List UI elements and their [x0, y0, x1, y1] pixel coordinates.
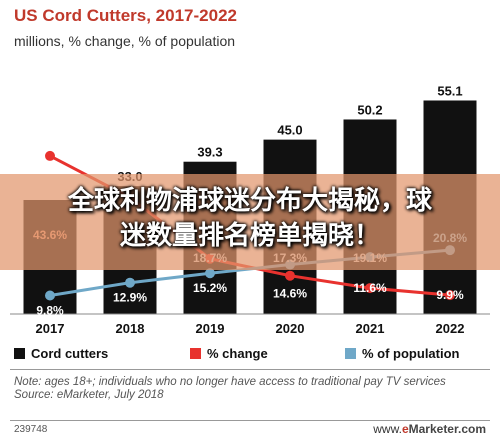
label-pct-change-2020: 14.6% [273, 287, 307, 301]
label-pct-change-2022: 9.9% [436, 288, 464, 302]
legend-pct-population: % of population [345, 346, 459, 361]
overlay-headline-line1: 全球利物浦球迷分布大揭秘，球 [67, 186, 432, 216]
point-pct-change-2017 [45, 150, 55, 161]
source-text: Source: eMarketer, July 2018 [14, 389, 164, 401]
point-pct-change-2020 [285, 270, 295, 281]
bar-label-2019: 39.3 [197, 145, 222, 160]
label-pct-change-2021: 11.6% [353, 281, 387, 295]
label-pct-population-2019: 15.2% [193, 281, 227, 295]
bar-label-2020: 45.0 [277, 123, 302, 138]
x-tick-label-2020: 2020 [276, 321, 305, 336]
chart-plot: 33.039.345.050.255.120172018201920202021… [10, 83, 490, 336]
bar-label-2022: 55.1 [437, 83, 462, 98]
legend-label-pct-change: % change [207, 346, 268, 361]
legend-swatch-cord-cutters [14, 348, 25, 359]
x-tick-label-2022: 2022 [436, 321, 465, 336]
note-text: Note: ages 18+; individuals who no longe… [14, 376, 446, 388]
point-pct-population-2017 [45, 290, 55, 301]
chart-subtitle: millions, % change, % of population [14, 33, 236, 49]
x-tick-label-2017: 2017 [36, 321, 65, 336]
x-tick-label-2019: 2019 [196, 321, 225, 336]
point-pct-population-2018 [125, 277, 135, 288]
x-tick-label-2018: 2018 [116, 321, 145, 336]
chart-title: US Cord Cutters, 2017-2022 [14, 6, 237, 25]
label-pct-population-2017: 9.8% [36, 304, 64, 318]
x-tick-label-2021: 2021 [356, 321, 385, 336]
legend-cord-cutters: Cord cutters [14, 346, 108, 361]
chart-note: Note: ages 18+; individuals who no longe… [14, 376, 484, 402]
point-pct-change-2022 [445, 290, 455, 301]
chart-id: 239748 [14, 424, 48, 435]
overlay-headline: 全球利物浦球迷分布大揭秘，球 迷数量排名榜单揭晓！ [0, 184, 500, 254]
chart-legend: Cord cutters % change % of population [0, 346, 500, 364]
legend-swatch-pct-population [345, 348, 356, 359]
emarketer-logo: www.eMarketer.com [373, 422, 486, 436]
footer-divider [10, 420, 490, 421]
point-pct-population-2019 [205, 268, 215, 279]
legend-label-pct-population: % of population [362, 346, 460, 361]
overlay-headline-line2: 迷数量排名榜单揭晓！ [119, 221, 380, 251]
label-pct-population-2018: 12.9% [113, 291, 147, 305]
legend-pct-change: % change [190, 346, 268, 361]
overlay-banner [0, 174, 500, 270]
bar-label-2021: 50.2 [357, 102, 382, 117]
legend-swatch-pct-change [190, 348, 201, 359]
point-pct-change-2021 [365, 283, 375, 294]
divider [10, 369, 490, 370]
legend-label-cord-cutters: Cord cutters [31, 346, 109, 361]
